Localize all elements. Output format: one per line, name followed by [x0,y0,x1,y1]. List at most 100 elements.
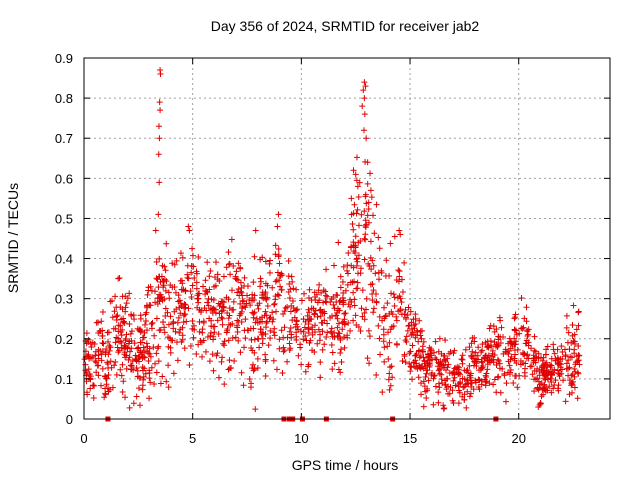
data-point [413,360,420,367]
data-point [165,321,172,328]
data-point [193,268,200,275]
data-point [353,255,360,262]
data-point [350,264,357,271]
data-point [275,253,282,260]
data-point [320,287,327,294]
data-point [347,327,354,334]
data-point [493,389,500,396]
data-point [139,339,146,346]
data-point [397,231,404,238]
data-point [354,279,361,286]
data-point [91,382,98,389]
data-point [234,329,241,336]
data-point [214,317,221,324]
data-point [234,317,241,324]
data-point [173,257,180,264]
data-point [175,292,182,299]
data-point [139,349,146,356]
data-point [409,376,416,383]
data-point [380,331,387,338]
data-point [538,364,545,371]
data-point [341,310,348,317]
data-point [357,265,364,272]
data-point [405,304,412,311]
data-point [240,298,247,305]
data-point [315,287,322,294]
data-point [220,273,227,280]
data-point [442,367,449,374]
data-point [196,318,203,325]
data-point [142,370,149,377]
data-point [436,335,443,342]
y-tick-label: 0.6 [55,171,73,186]
data-point [241,344,248,351]
data-point [418,380,425,387]
data-point [93,359,100,366]
data-point [385,329,392,336]
x-tick-label: 0 [80,431,87,446]
data-point [402,306,409,313]
data-point [424,385,431,392]
data-point [182,304,189,311]
data-point [242,335,249,342]
data-point [272,251,279,258]
data-point [569,322,576,329]
data-point [188,269,195,276]
data-point [113,334,120,341]
data-point [566,377,573,384]
data-point [380,326,387,333]
data-point [575,308,582,315]
data-point [156,255,163,262]
data-point [144,304,151,311]
data-point [294,306,301,313]
data-point [388,363,395,370]
data-point [275,211,282,218]
data-point [146,369,153,376]
data-point [199,329,206,336]
data-point [307,316,314,323]
data-point [143,348,150,355]
data-point [555,356,562,363]
data-point [94,319,101,326]
data-point [409,342,416,349]
data-point [284,358,291,365]
data-point [369,281,376,288]
data-point [115,275,122,282]
data-point [178,338,185,345]
data-point [435,367,442,374]
data-point [548,379,555,386]
data-point [170,318,177,325]
data-point [358,305,365,312]
data-point [119,326,126,333]
data-point [381,344,388,351]
data-point [551,382,558,389]
data-point [304,312,311,319]
data-point [339,326,346,333]
data-point [162,267,169,274]
data-point [193,279,200,286]
data-point [456,387,463,394]
data-point [372,270,379,277]
data-point [396,273,403,280]
data-point [249,361,256,368]
data-point [140,376,147,383]
data-point [512,338,519,345]
data-point [146,350,153,357]
data-point [350,289,357,296]
data-point [369,297,376,304]
data-point [524,332,531,339]
data-point [322,298,329,305]
data-point [87,385,94,392]
data-point [157,380,164,387]
data-point [172,328,179,335]
data-point [106,347,113,354]
data-point [541,375,548,382]
data-point [232,334,239,341]
data-point [156,99,163,106]
data-point [512,311,519,318]
data-point [508,340,515,347]
data-point [235,277,242,284]
data-point [293,336,300,343]
data-point [479,341,486,348]
data-point [152,227,159,234]
